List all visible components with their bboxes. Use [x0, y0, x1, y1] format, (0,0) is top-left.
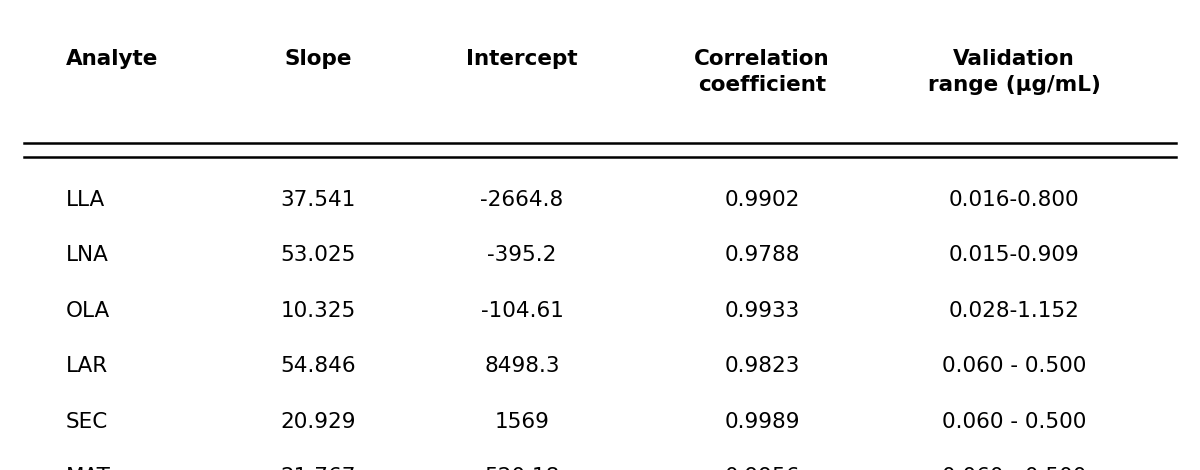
- Text: Intercept: Intercept: [466, 49, 578, 70]
- Text: Analyte: Analyte: [66, 49, 158, 70]
- Text: 0.028-1.152: 0.028-1.152: [948, 301, 1080, 321]
- Text: 0.9956: 0.9956: [725, 467, 799, 470]
- Text: 21.767: 21.767: [281, 467, 355, 470]
- Text: 0.016-0.800: 0.016-0.800: [949, 190, 1079, 210]
- Text: 0.060 - 0.500: 0.060 - 0.500: [942, 356, 1086, 376]
- Text: Slope: Slope: [284, 49, 352, 70]
- Text: 0.9902: 0.9902: [725, 190, 799, 210]
- Text: 520.18: 520.18: [485, 467, 559, 470]
- Text: 0.060 - 0.500: 0.060 - 0.500: [942, 467, 1086, 470]
- Text: 53.025: 53.025: [281, 245, 355, 265]
- Text: 0.015-0.909: 0.015-0.909: [949, 245, 1079, 265]
- Text: 0.9989: 0.9989: [725, 412, 799, 431]
- Text: 1569: 1569: [494, 412, 550, 431]
- Text: OLA: OLA: [66, 301, 110, 321]
- Text: 0.9933: 0.9933: [725, 301, 799, 321]
- Text: -104.61: -104.61: [480, 301, 564, 321]
- Text: LAR: LAR: [66, 356, 108, 376]
- Text: 54.846: 54.846: [280, 356, 356, 376]
- Text: Validation
range (μg/mL): Validation range (μg/mL): [928, 49, 1100, 95]
- Text: LLA: LLA: [66, 190, 106, 210]
- Text: 20.929: 20.929: [281, 412, 355, 431]
- Text: 10.325: 10.325: [281, 301, 355, 321]
- Text: -395.2: -395.2: [487, 245, 557, 265]
- Text: Correlation
coefficient: Correlation coefficient: [694, 49, 830, 95]
- Text: -2664.8: -2664.8: [480, 190, 564, 210]
- Text: 0.9823: 0.9823: [725, 356, 799, 376]
- Text: SEC: SEC: [66, 412, 108, 431]
- Text: 8498.3: 8498.3: [485, 356, 559, 376]
- Text: 37.541: 37.541: [281, 190, 355, 210]
- Text: LNA: LNA: [66, 245, 109, 265]
- Text: 0.060 - 0.500: 0.060 - 0.500: [942, 412, 1086, 431]
- Text: MAT: MAT: [66, 467, 110, 470]
- Text: 0.9788: 0.9788: [725, 245, 799, 265]
